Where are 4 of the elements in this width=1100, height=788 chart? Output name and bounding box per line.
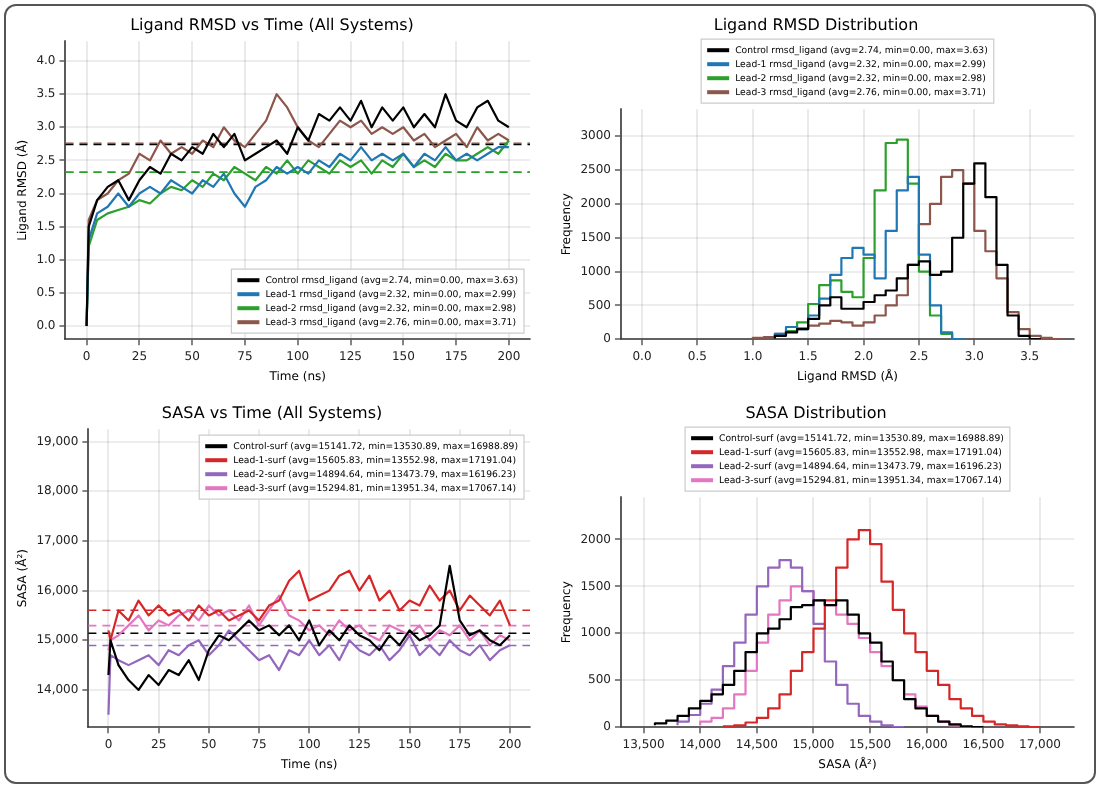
chart-title: Ligand RMSD Distribution xyxy=(713,15,919,34)
chart-title: SASA vs Time (All Systems) xyxy=(161,403,383,422)
chart-title: SASA Distribution xyxy=(745,403,887,422)
chart-title: Ligand RMSD vs Time (All Systems) xyxy=(130,15,414,34)
